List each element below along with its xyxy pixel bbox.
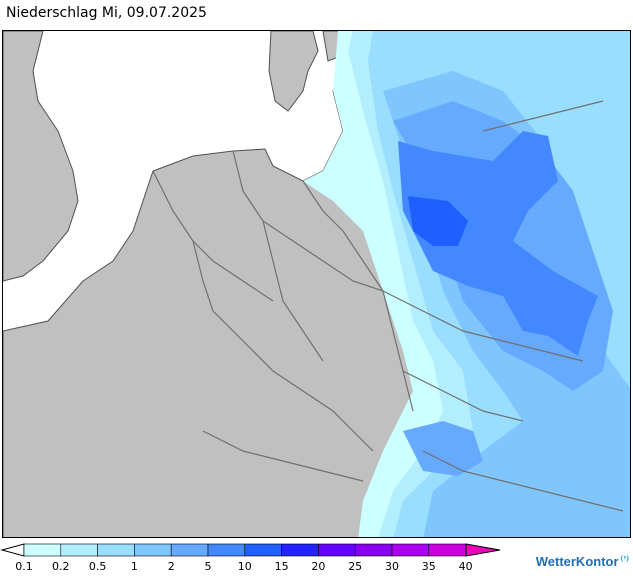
legend-tick-label: 30 <box>385 560 399 573</box>
color-legend <box>0 540 633 580</box>
denmark-land <box>268 31 319 112</box>
uk-land <box>3 31 79 282</box>
legend-swatch <box>170 543 209 557</box>
legend-bar <box>0 543 501 557</box>
legend-tick-label: 0.1 <box>15 560 33 573</box>
precip-level-10 <box>408 196 468 246</box>
raindrops-icon: ⁽ʼ⁾ <box>620 555 629 567</box>
legend-swatch <box>244 543 282 557</box>
legend-swatch <box>60 543 98 557</box>
precipitation-map <box>2 30 631 538</box>
precip-level-5 <box>398 131 598 356</box>
legend-overflow-arrow <box>465 543 501 557</box>
legend-tick-label: 40 <box>458 560 473 573</box>
legend-swatch <box>23 543 62 557</box>
country-borders <box>152 100 624 512</box>
legend-swatches <box>23 543 466 557</box>
legend-swatch <box>134 543 172 557</box>
legend-swatch <box>281 543 319 557</box>
legend-tick-label: 0.5 <box>88 560 107 573</box>
legend-tick-label: 1 <box>130 560 138 573</box>
legend-swatch <box>428 543 466 557</box>
precipitation-field <box>265 31 630 537</box>
brand-logo: WetterKontor ⁽ʼ⁾ <box>536 554 629 569</box>
legend-tick-label: 10 <box>237 560 252 573</box>
legend-tick-label: 15 <box>274 560 289 573</box>
map-title: Niederschlag Mi, 09.07.2025 <box>6 5 207 21</box>
legend-swatch <box>318 543 356 557</box>
legend-tick-label: 0.2 <box>52 560 70 573</box>
legend-tick-label: 5 <box>204 560 212 573</box>
brand-name: WetterKontor <box>535 554 619 569</box>
legend-swatch <box>97 543 135 557</box>
map-canvas <box>3 31 630 537</box>
legend-swatch <box>354 543 393 557</box>
legend-swatch <box>391 543 430 557</box>
legend-tick-label: 20 <box>311 560 326 573</box>
legend-tick-label: 25 <box>348 560 363 573</box>
legend-swatch <box>207 543 246 557</box>
legend-tick-label: 35 <box>421 560 436 573</box>
legend-underflow-arrow <box>0 543 25 557</box>
precip-level-2-south <box>403 421 483 476</box>
legend-tick-label: 2 <box>167 560 175 573</box>
